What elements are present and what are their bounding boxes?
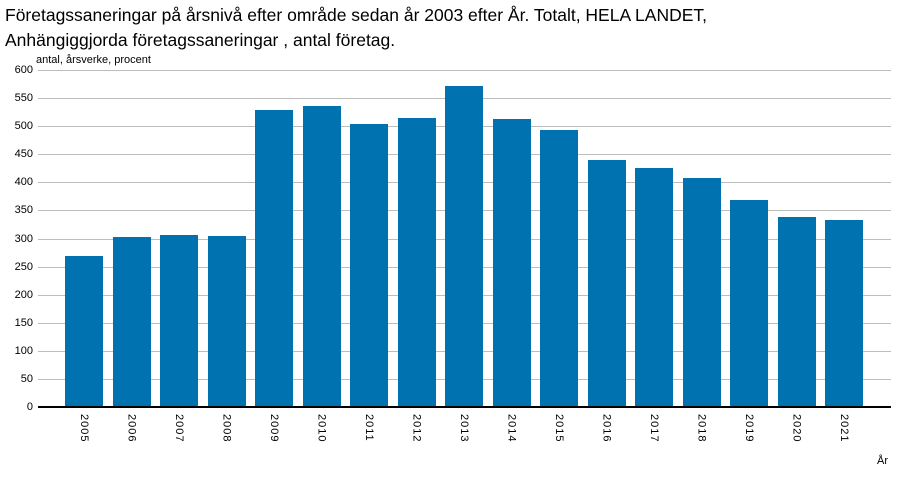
bar-2016 — [587, 160, 626, 407]
y-tick-label-0: 0 — [26, 401, 33, 413]
x-tick-label-2019: 2019 — [743, 414, 755, 443]
x-label-cell-2007: 2007 — [160, 414, 198, 466]
y-tick-label-500: 500 — [14, 120, 33, 132]
y-axis-unit-label: antal, årsverke, procent — [36, 54, 151, 66]
y-tick-label-250: 250 — [14, 261, 33, 273]
x-label-cell-2009: 2009 — [255, 414, 293, 466]
x-tick-label-2008: 2008 — [220, 414, 233, 443]
x-label-cell-2021: 2021 — [825, 414, 863, 466]
x-label-cell-2020: 2020 — [778, 414, 816, 466]
gridline-600 — [38, 70, 891, 71]
x-axis-labels: 2005 2006 2007 2008 2009 2010 2011 2012 2013 2014… — [38, 414, 891, 466]
x-tick-label-2009: 2009 — [268, 414, 280, 443]
x-label-cell-2008: 2008 — [208, 414, 246, 466]
x-tick-label-2007: 2007 — [173, 414, 185, 443]
x-label-cell-2013: 2013 — [445, 414, 483, 466]
bar-2008 — [207, 236, 246, 407]
x-tick-label-2015: 2015 — [553, 414, 565, 443]
x-label-cell-2018: 2018 — [683, 414, 721, 466]
x-tick-label-2006: 2006 — [125, 414, 138, 443]
bar-2019 — [730, 200, 768, 407]
x-label-cell-2011: 2011 — [350, 414, 388, 466]
x-tick-label-2013: 2013 — [458, 414, 470, 443]
y-tick-label-600: 600 — [14, 64, 33, 76]
x-axis-title: År — [877, 455, 888, 467]
x-tick-label-2012: 2012 — [410, 414, 423, 443]
bar-2020 — [777, 217, 816, 407]
x-tick-label-2018: 2018 — [695, 414, 708, 443]
bar-2011 — [350, 124, 388, 407]
y-tick-label-450: 450 — [14, 148, 33, 160]
x-tick-label-2014: 2014 — [505, 414, 518, 443]
y-tick-label-150: 150 — [14, 317, 33, 329]
y-tick-label-50: 50 — [20, 373, 33, 385]
x-axis-line — [38, 406, 891, 408]
bar-2015 — [540, 130, 578, 407]
bar-2006 — [112, 237, 151, 407]
x-tick-label-2016: 2016 — [600, 414, 613, 443]
y-tick-label-100: 100 — [14, 345, 33, 357]
y-tick-label-350: 350 — [14, 204, 33, 216]
bars-container — [38, 70, 891, 407]
x-tick-label-2017: 2017 — [648, 414, 660, 443]
bar-2005 — [65, 256, 103, 407]
x-tick-label-2010: 2010 — [315, 414, 328, 443]
bar-2010 — [302, 106, 341, 407]
x-label-cell-2012: 2012 — [398, 414, 436, 466]
bar-2018 — [682, 178, 721, 407]
y-tick-label-400: 400 — [14, 176, 33, 188]
y-tick-label-550: 550 — [14, 92, 33, 104]
x-label-cell-2006: 2006 — [113, 414, 151, 466]
x-label-cell-2014: 2014 — [493, 414, 531, 466]
y-tick-label-200: 200 — [14, 289, 33, 301]
bar-2014 — [492, 119, 531, 407]
bar-2007 — [160, 235, 198, 407]
x-label-cell-2010: 2010 — [303, 414, 341, 466]
chart-title: Företagssaneringar på årsnivå efter områ… — [5, 3, 895, 53]
bar-2009 — [255, 110, 293, 407]
x-label-cell-2005: 2005 — [65, 414, 103, 466]
x-label-cell-2015: 2015 — [540, 414, 578, 466]
x-tick-label-2011: 2011 — [363, 414, 375, 442]
x-tick-label-2020: 2020 — [790, 414, 803, 443]
x-tick-label-2021: 2021 — [838, 414, 850, 443]
y-tick-label-300: 300 — [14, 233, 33, 245]
x-tick-label-2005: 2005 — [78, 414, 90, 443]
bar-2017 — [635, 168, 673, 407]
chart-title-line2: Anhängiggjorda företagssaneringar , anta… — [5, 30, 396, 50]
bar-2013 — [445, 86, 483, 407]
x-label-cell-2019: 2019 — [730, 414, 768, 466]
bar-2012 — [397, 118, 436, 407]
x-label-cell-2016: 2016 — [588, 414, 626, 466]
chart-title-line1: Företagssaneringar på årsnivå efter områ… — [5, 5, 707, 25]
x-label-cell-2017: 2017 — [635, 414, 673, 466]
bar-2021 — [825, 220, 863, 407]
